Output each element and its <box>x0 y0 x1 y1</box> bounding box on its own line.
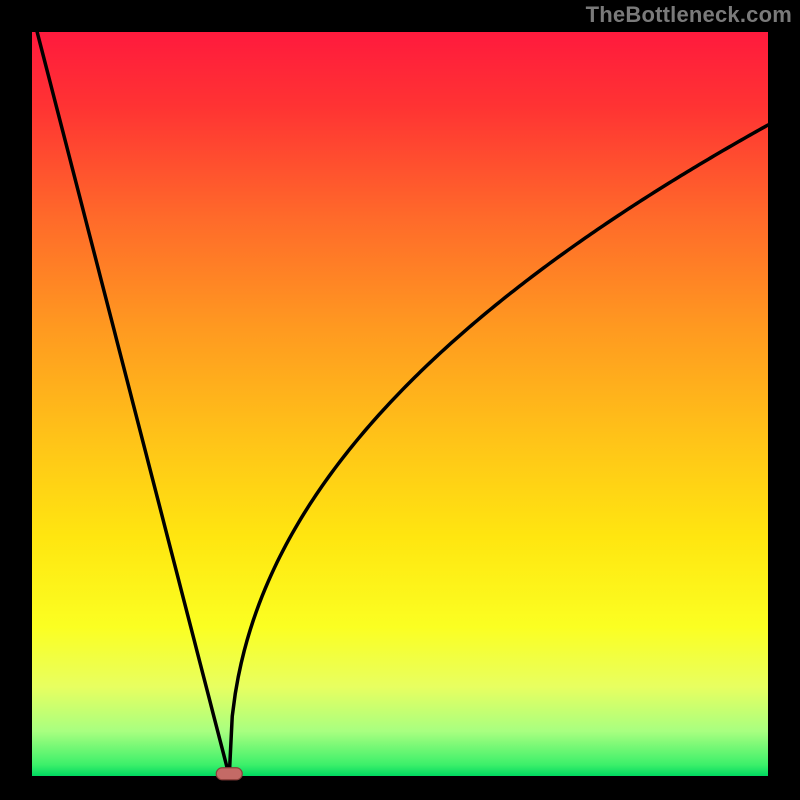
optimal-point-marker <box>216 768 242 780</box>
bottleneck-chart <box>0 0 800 800</box>
watermark-text: TheBottleneck.com <box>586 2 792 28</box>
plot-background <box>32 32 768 776</box>
